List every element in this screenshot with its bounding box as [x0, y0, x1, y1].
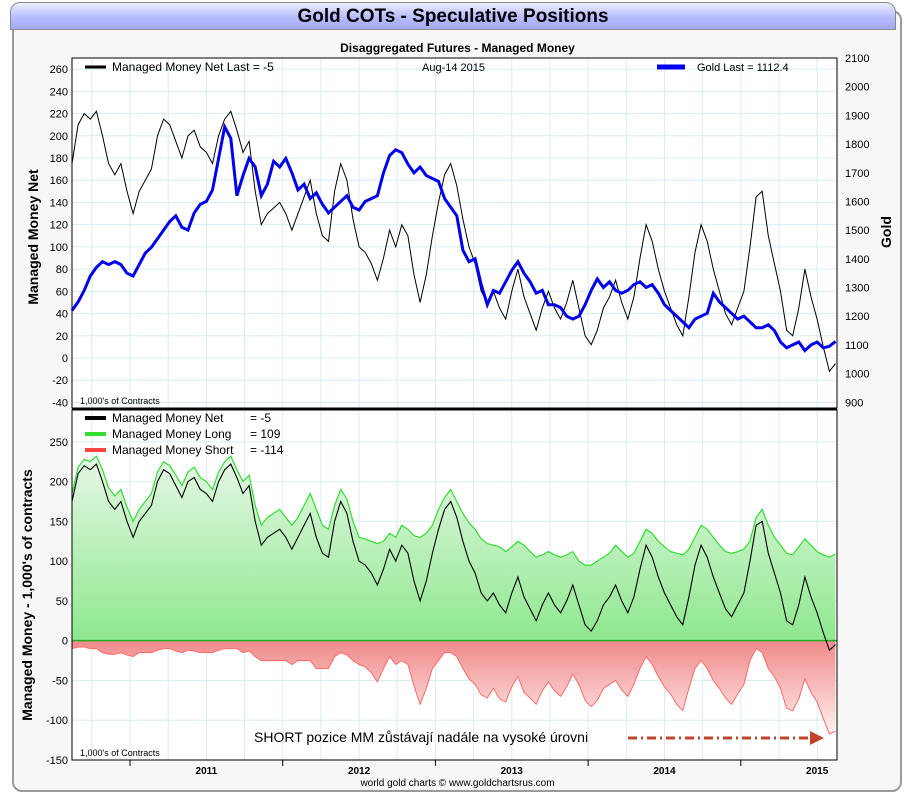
- tick-labels: 260240220200180160140120100806040200-20-…: [19, 53, 894, 777]
- top-left-tick-label: 220: [50, 109, 68, 121]
- bottom-legend-label: Managed Money Net: [112, 411, 224, 425]
- x-year-label: 2013: [501, 766, 524, 777]
- legend-net-label: Managed Money Net Last = -5: [112, 60, 274, 74]
- top-right-tick-label: 2000: [845, 82, 869, 94]
- bottom-axis-title: Managed Money - 1,000's of contracts: [19, 469, 35, 721]
- bottom-left-tick-label: 0: [62, 636, 68, 648]
- top-left-tick-label: 100: [50, 242, 68, 254]
- bottom-legend-label: Managed Money Long: [112, 427, 231, 441]
- top-left-tick-label: 180: [50, 153, 68, 165]
- x-year-label: 2015: [806, 766, 829, 777]
- bottom-left-tick-label: -150: [46, 755, 68, 767]
- top-left-tick-label: 140: [50, 197, 68, 209]
- top-right-tick-label: 1800: [845, 139, 869, 151]
- top-right-tick-label: 1900: [845, 110, 869, 122]
- top-right-axis-title: Gold: [878, 216, 894, 248]
- bottom-left-tick-label: 200: [50, 477, 68, 489]
- bottom-left-tick-label: 150: [50, 516, 68, 528]
- top-right-tick-label: 2100: [845, 53, 869, 65]
- top-panel-grid: [72, 58, 837, 408]
- bottom-left-tick-label: 100: [50, 556, 68, 568]
- bottom-legend-value: = 109: [250, 427, 281, 441]
- short-line: [71, 646, 836, 735]
- top-right-tick-label: 1300: [845, 283, 869, 295]
- annotation-arrow-head: [810, 731, 824, 745]
- top-left-tick-label: -40: [52, 397, 68, 409]
- bottom-legend-value: = -5: [250, 411, 271, 425]
- top-left-tick-label: 120: [50, 220, 68, 232]
- top-left-tick-label: 80: [56, 264, 68, 276]
- top-left-tick-label: 60: [56, 286, 68, 298]
- legend-gold-label: Gold Last = 1112.4: [697, 62, 789, 74]
- top-left-tick-label: 0: [62, 353, 68, 365]
- top-panel-bg: [72, 58, 837, 408]
- top-left-axis-title: Managed Money Net: [25, 169, 41, 305]
- x-year-label: 2012: [348, 766, 371, 777]
- top-units-note: 1,000's of Contracts: [80, 396, 160, 406]
- top-right-tick-label: 1600: [845, 196, 869, 208]
- top-left-tick-label: 200: [50, 131, 68, 143]
- bottom-legend-value: = -114: [250, 443, 284, 457]
- x-year-label: 2014: [653, 766, 676, 777]
- bottom-left-tick-label: -50: [52, 675, 68, 687]
- bottom-left-tick-label: 250: [50, 437, 68, 449]
- top-right-tick-label: 1700: [845, 168, 869, 180]
- top-left-tick-label: 160: [50, 175, 68, 187]
- top-net-line: [71, 110, 836, 373]
- top-left-tick-label: 40: [56, 309, 68, 321]
- bottom-panel-areas: [72, 456, 836, 734]
- bottom-left-tick-label: 50: [56, 596, 68, 608]
- top-left-tick-label: 20: [56, 331, 68, 343]
- long-line: [71, 455, 836, 566]
- top-right-tick-label: 1100: [845, 340, 869, 352]
- title-bar: Gold COTs - Speculative Positions: [10, 2, 896, 30]
- annotation-group: SHORT pozice MM zůstávají nadále na vyso…: [254, 729, 824, 745]
- bottom-left-tick-label: -100: [46, 715, 68, 727]
- top-right-tick-label: 1200: [845, 311, 869, 323]
- legend-date-label: Aug-14 2015: [422, 62, 485, 74]
- top-left-tick-label: -20: [52, 375, 68, 387]
- gold-line: [70, 122, 837, 353]
- footer-credit: world gold charts © www.goldchartsrus.co…: [360, 778, 555, 789]
- series-lines: [70, 110, 837, 735]
- top-left-tick-label: 260: [50, 64, 68, 76]
- top-right-tick-label: 1000: [845, 369, 869, 381]
- legends: Managed Money Net Last = -5 Aug-14 2015 Go…: [85, 60, 789, 457]
- top-right-tick-label: 1400: [845, 254, 869, 266]
- top-left-tick-label: 240: [50, 86, 68, 98]
- long-area: [72, 456, 836, 641]
- x-year-label: 2011: [196, 766, 218, 777]
- bottom-net-line: [71, 463, 836, 652]
- annotation-text: SHORT pozice MM zůstávají nadále na vyso…: [254, 729, 588, 745]
- chart-subtitle: Disaggregated Futures - Managed Money: [340, 41, 575, 55]
- short-area: [72, 640, 836, 734]
- bottom-legend-label: Managed Money Short: [112, 443, 234, 457]
- bottom-units-note: 1,000's of Contracts: [80, 748, 160, 758]
- panel-borders: [71, 57, 838, 766]
- top-right-tick-label: 1500: [845, 225, 869, 237]
- top-right-tick-label: 900: [845, 397, 863, 409]
- chart-title: Gold COTs - Speculative Positions: [297, 6, 609, 27]
